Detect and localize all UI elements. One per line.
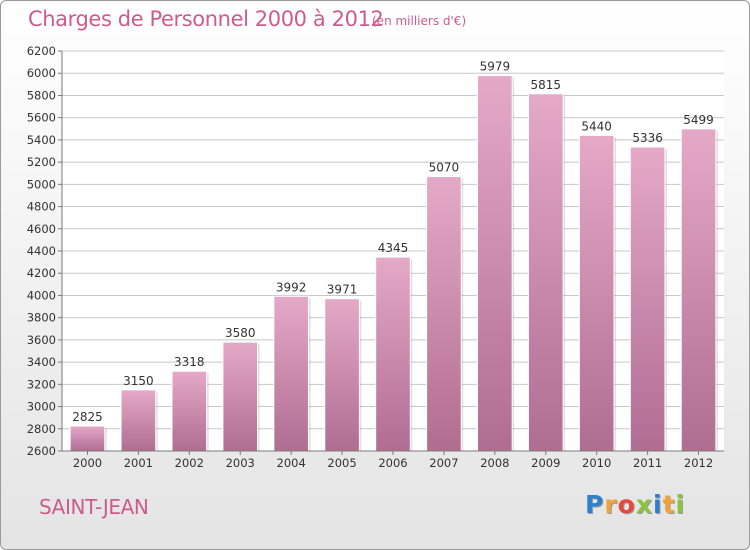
bar [477, 75, 513, 452]
y-axis-ticks: 2600 2800 3000 3200 3400 3600 3800 4000 4200 4400… [27, 44, 62, 458]
y-tick-label: 5800 [27, 88, 56, 102]
x-tick-label: 2003 [226, 456, 255, 470]
data-label: 5499 [683, 113, 714, 127]
logo-letter: r [604, 490, 618, 519]
logo-letter: o [617, 490, 636, 519]
logo-letter: t [662, 490, 676, 519]
x-tick-label: 2012 [684, 456, 713, 470]
bar [426, 176, 462, 452]
proxiti-logo: Proxiti [585, 490, 685, 519]
y-tick-label: 5600 [27, 111, 56, 125]
x-tick-label: 2008 [480, 456, 509, 470]
bar [375, 256, 411, 452]
logo-letter: P [585, 490, 605, 519]
data-label: 5815 [530, 78, 561, 92]
bar [629, 146, 666, 452]
y-tick-label: 3000 [27, 400, 56, 414]
y-tick-label: 3600 [27, 333, 56, 347]
y-tick-label: 5000 [27, 177, 56, 191]
y-tick-label: 3800 [27, 311, 56, 325]
chart-title: Charges de Personnel 2000 à 2012 [28, 7, 384, 31]
x-tick-label: 2000 [73, 456, 102, 470]
x-tick-label: 2009 [531, 456, 560, 470]
bar [273, 295, 309, 452]
commune-name: SAINT-JEAN [39, 495, 149, 519]
y-tick-label: 2600 [27, 444, 56, 458]
y-tick-label: 5400 [27, 133, 56, 147]
x-tick-label: 2001 [124, 456, 153, 470]
logo-letter: x [635, 490, 653, 519]
bar [578, 134, 615, 452]
data-label: 5336 [632, 131, 663, 145]
y-tick-label: 6200 [27, 44, 56, 58]
y-tick-label: 4600 [27, 222, 56, 236]
x-tick-label: 2010 [582, 456, 611, 470]
x-tick-label: 2004 [277, 456, 306, 470]
x-axis-ticks: 2000 2001 2002 2003 2004 2005 2006 2007 2008 2009… [73, 451, 713, 470]
bars [69, 75, 718, 452]
data-label: 3580 [225, 326, 256, 340]
data-label: 5070 [429, 161, 460, 175]
y-tick-label: 5200 [27, 155, 56, 169]
y-tick-label: 3400 [27, 355, 56, 369]
x-tick-label: 2011 [633, 456, 662, 470]
data-label: 3318 [174, 355, 205, 369]
bar [120, 389, 157, 452]
y-tick-label: 4200 [27, 266, 56, 280]
logo-letter: i [675, 490, 686, 519]
y-tick-label: 2800 [27, 422, 56, 436]
y-tick-label: 6000 [27, 66, 56, 80]
data-label: 2825 [72, 410, 103, 424]
bar [680, 128, 717, 452]
y-tick-label: 4000 [27, 288, 56, 302]
bar [527, 93, 564, 452]
bar [222, 341, 259, 452]
bar [69, 425, 106, 452]
y-tick-label: 4400 [27, 244, 56, 258]
data-label: 3150 [123, 374, 154, 388]
data-label: 5979 [480, 60, 511, 74]
x-tick-label: 2005 [327, 456, 356, 470]
data-label: 5440 [581, 119, 612, 133]
x-tick-label: 2007 [429, 456, 458, 470]
x-tick-label: 2002 [175, 456, 204, 470]
bar [324, 298, 360, 452]
unit-label: (en milliers d'€) [372, 14, 467, 28]
data-label: 4345 [378, 241, 409, 255]
y-tick-label: 4800 [27, 200, 56, 214]
data-labels: 2825 3150 3318 3580 3992 3971 4345 5070 5979 5815… [72, 60, 714, 424]
data-label: 3971 [327, 283, 358, 297]
x-tick-label: 2006 [378, 456, 407, 470]
bar [171, 370, 208, 452]
data-label: 3992 [276, 280, 307, 294]
logo-letter: i [653, 490, 663, 519]
y-tick-label: 3200 [27, 377, 56, 391]
